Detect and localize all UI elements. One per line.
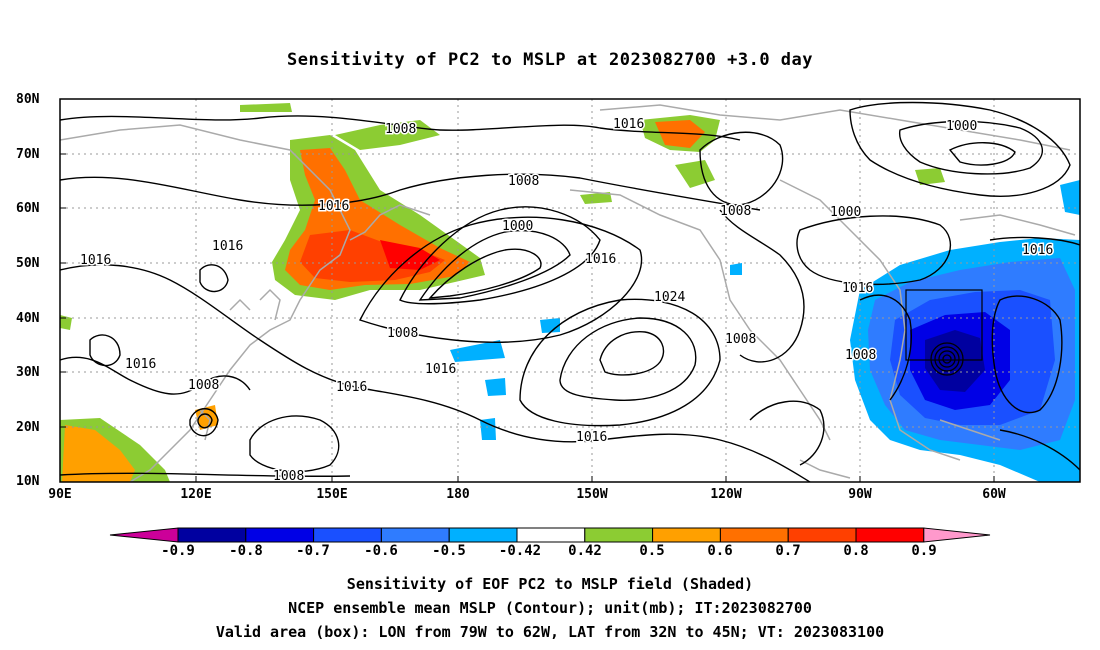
caption-line-1: Sensitivity of EOF PC2 to MSLP field (Sh… [346,575,754,593]
contour-label: 1016 [842,281,873,296]
contour-label: 1008 [188,378,219,393]
contour-label: 1016 [212,239,243,254]
contour-label: 1016 [125,357,156,372]
negative-sensitivity-shading [450,180,1080,482]
contour-label: 1016 [576,430,607,445]
colorbar-tick: -0.42 [498,543,542,559]
contour-labels: 1008 1016 1000 1016 1016 1016 1008 1016 … [79,116,1055,484]
contour-label: 1016 [1022,243,1053,258]
caption-line-2: NCEP ensemble mean MSLP (Contour); unit(… [288,599,812,617]
contour-label: 1000 [830,205,861,220]
contour-label: 1016 [613,117,644,132]
contour-label: 1024 [654,290,685,305]
lon-label-120w: 120W [710,487,742,502]
contour-label: 1008 [385,122,416,137]
contour-label: 1000 [946,119,977,134]
coastlines [60,104,1076,482]
chart-title: Sensitivity of PC2 to MSLP at 2023082700… [286,50,813,70]
lat-label-10n: 10N [16,474,40,489]
lat-label-30n: 30N [16,365,40,380]
map-frame [59,98,1081,483]
valid-area-box [905,289,983,361]
colorbar-tick: -0.7 [296,543,330,559]
lat-label-50n: 50N [16,256,40,271]
hurricane-low-contours [930,342,964,376]
lat-label-70n: 70N [16,147,40,162]
graticule [60,99,1080,482]
colorbar-tick: -0.6 [364,543,398,559]
colorbar-tick: 0.42 [568,543,602,559]
colorbar-tick: -0.5 [432,543,466,559]
lat-label-60n: 60N [16,201,40,216]
contour-label: 1008 [845,348,876,363]
contour-label: 1016 [425,362,456,377]
contour-label: 1000 [502,219,533,234]
contour-label: 1016 [336,380,367,395]
mslp-contours [60,101,1080,482]
axis-ticks [60,153,995,482]
lon-label-150e: 150E [316,487,348,502]
colorbar-tick: -0.8 [229,543,263,559]
colorbar-tick: 0.9 [911,543,937,559]
contour-label: 1016 [318,199,349,214]
lon-label-150w: 150W [576,487,608,502]
lon-label-60w: 60W [982,487,1006,502]
contour-label: 1016 [80,253,111,268]
colorbar-tick: 0.8 [843,543,869,559]
positive-sensitivity-shading [60,103,945,482]
colorbar-tick: 0.6 [707,543,733,559]
contour-label: 1008 [725,332,756,347]
lon-label-90w: 90W [848,487,872,502]
lon-label-120e: 120E [180,487,212,502]
contour-label: 1008 [508,174,539,189]
contour-label: 1016 [585,252,616,267]
lat-label-80n: 80N [16,92,40,107]
lat-label-20n: 20N [16,420,40,435]
lon-label-180: 180 [446,487,470,502]
lat-label-40n: 40N [16,311,40,326]
contour-label: 1008 [387,326,418,341]
colorbar-tick: -0.9 [161,543,195,559]
contour-label: 1008 [273,469,304,484]
lon-label-90e: 90E [48,487,72,502]
colorbar-tick: 0.7 [775,543,801,559]
caption-line-3: Valid area (box): LON from 79W to 62W, L… [215,623,885,641]
contour-label: 1008 [720,204,751,219]
colorbar-tick: 0.5 [639,543,665,559]
